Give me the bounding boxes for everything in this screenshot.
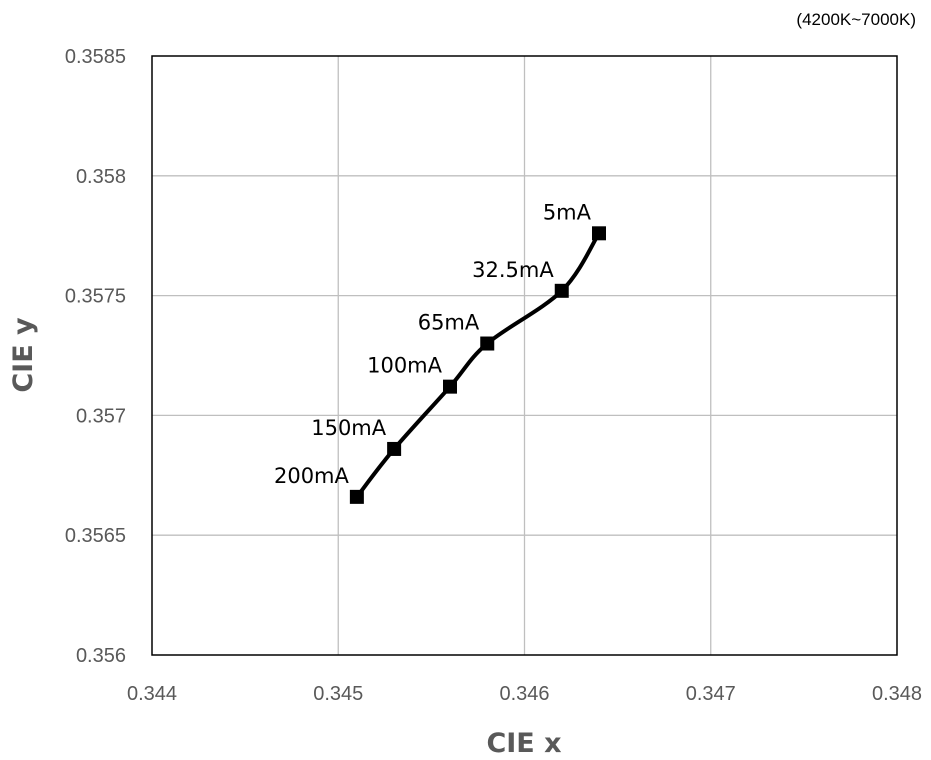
data-point-label: 5mA [543, 200, 592, 224]
data-point-label: 100mA [367, 354, 443, 378]
color-temperature-note: (4200K~7000K) [796, 10, 916, 29]
x-tick-label: 0.345 [313, 683, 363, 705]
x-tick-label: 0.344 [127, 683, 177, 705]
x-tick-label: 0.348 [872, 683, 922, 705]
data-series: 200mA 150mA 100mA 65mA 32.5mA 5mA [274, 200, 606, 504]
data-point-marker [349, 489, 364, 504]
data-point-label: 150mA [311, 416, 387, 440]
grid-lines [152, 56, 897, 655]
data-point-marker [480, 336, 495, 351]
x-tick-label: 0.347 [686, 683, 736, 705]
y-tick-label: 0.3585 [65, 46, 126, 68]
data-point-marker [387, 441, 402, 456]
plot-area-frame [151, 55, 898, 656]
y-tick-label: 0.3565 [65, 525, 126, 547]
y-tick-label: 0.357 [76, 405, 126, 427]
data-point-label: 32.5mA [472, 258, 554, 282]
x-axis-title: CIE x [486, 728, 561, 759]
data-point-label: 200mA [274, 464, 350, 488]
data-point-marker [554, 283, 569, 298]
y-tick-label: 0.356 [76, 645, 126, 667]
y-tick-label: 0.358 [76, 166, 126, 188]
axis-tick-labels: 0.344 0.345 0.346 0.347 0.348 0.356 0.3565 0.35… [65, 46, 922, 705]
data-point-label: 65mA [418, 311, 480, 335]
y-axis-title: CIE y [8, 317, 39, 393]
data-point-marker [443, 379, 457, 394]
data-point-marker [592, 226, 606, 241]
x-tick-label: 0.346 [499, 683, 549, 705]
y-tick-label: 0.3575 [65, 286, 126, 308]
